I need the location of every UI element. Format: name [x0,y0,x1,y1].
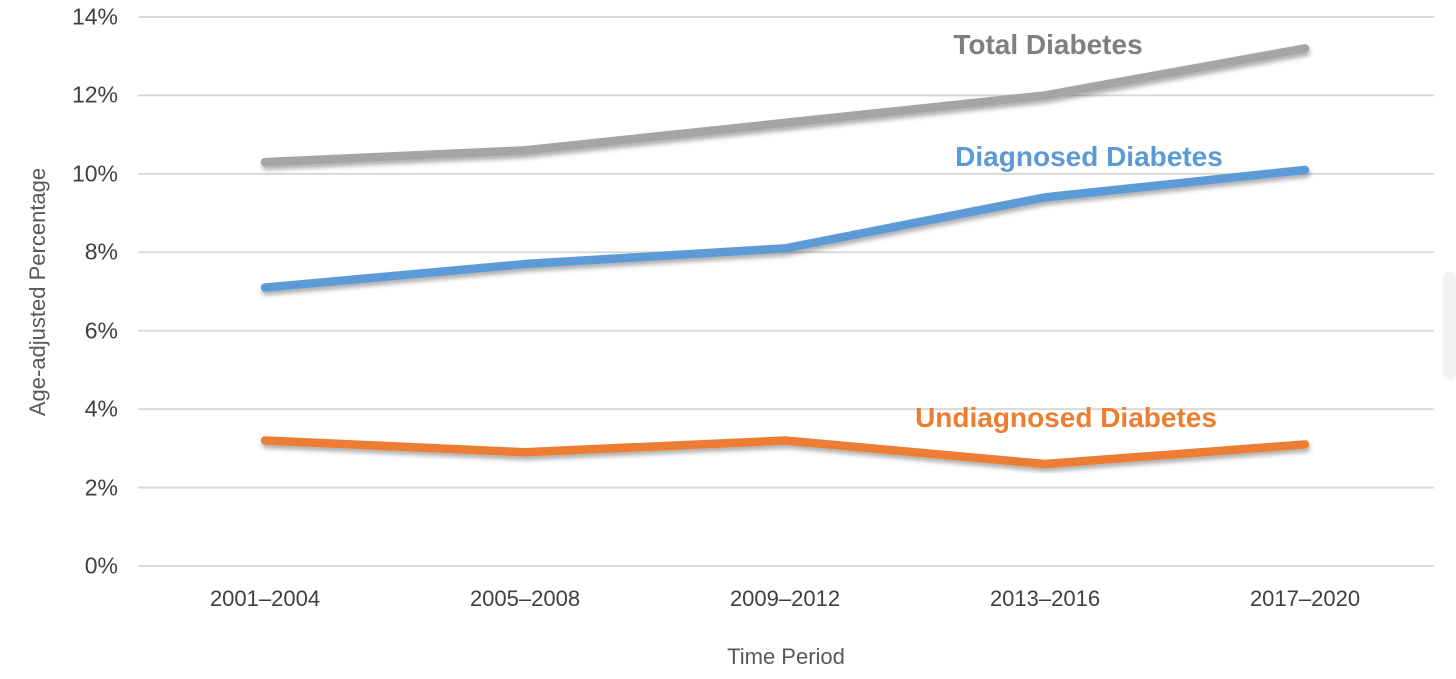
scrollbar-thumb[interactable] [1443,272,1456,380]
series-label-total-diabetes: Total Diabetes [953,29,1143,60]
y-tick-label: 8% [84,238,118,265]
x-tick-label: 2013–2016 [989,586,1101,611]
x-tick-label: 2009–2012 [729,586,841,611]
x-tick-label: 2005–2008 [469,586,581,611]
diagnosed-diabetes-line [260,165,1310,292]
y-tick-label: 0% [84,552,118,579]
series-label-undiagnosed-diabetes: Undiagnosed Diabetes [915,402,1217,433]
gridlines [138,16,1434,567]
x-tick-label: 2001–2004 [209,586,321,611]
total-diabetes-line [260,44,1310,167]
undiagnosed-diabetes-line [260,436,1310,469]
x-axis-title: Time Period [727,644,845,669]
y-tick-label: 10% [71,160,118,187]
y-tick-label: 12% [71,81,118,108]
x-tick-label: 2017–2020 [1249,586,1361,611]
y-axis-title: Age-adjusted Percentage [25,167,50,417]
y-tick-label: 14% [71,3,118,30]
y-tick-label: 2% [84,474,118,501]
y-tick-label: 4% [84,395,118,422]
series-label-diagnosed-diabetes: Diagnosed Diabetes [955,141,1223,172]
y-tick-label: 6% [84,317,118,344]
